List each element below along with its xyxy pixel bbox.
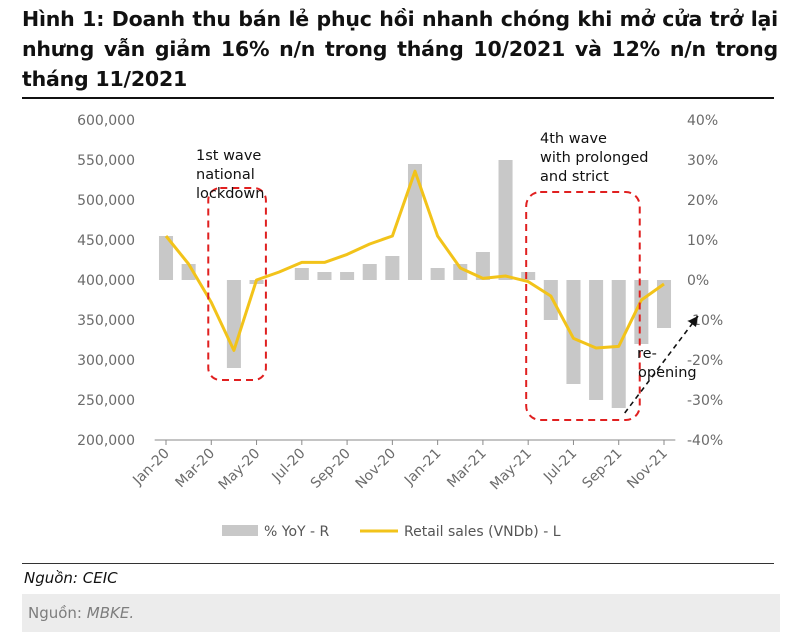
x-tick-label: Jan-21	[401, 446, 444, 489]
reopening-arrow	[624, 315, 699, 414]
fourth-wave-box	[525, 191, 641, 421]
x-tick-label: Nov-20	[353, 446, 400, 493]
x-tick-label: Mar-21	[444, 446, 490, 492]
y-left-tick-label: 350,000	[77, 313, 135, 329]
bar-yoy	[589, 280, 604, 400]
y-left-tick-label: 500,000	[77, 193, 135, 209]
bar-yoy	[656, 280, 672, 328]
y-right-tick-label: 20%	[687, 193, 718, 209]
source-mbke-value: MBKE.	[86, 604, 135, 622]
bar-yoy	[317, 272, 332, 280]
bar-yoy	[158, 236, 174, 280]
source-footer: Nguồn: MBKE.	[22, 594, 780, 632]
annotation-fourth-wave: with prolonged	[540, 150, 649, 166]
y-right-tick-label: -30%	[687, 393, 723, 409]
x-tick-label: May-20	[216, 446, 264, 494]
bar-yoy	[430, 268, 445, 280]
bar-yoy	[521, 272, 536, 280]
x-tick-label: Mar-20	[173, 446, 219, 492]
y-left-tick-label: 600,000	[77, 113, 135, 129]
y-left-tick-label: 300,000	[77, 353, 135, 369]
chart-title: Hình 1: Doanh thu bán lẻ phục hồi nhanh …	[22, 7, 778, 91]
combo-chart: 200,000 250,000 300,000 350,000 400,000 450,0…	[77, 113, 723, 540]
annotation-fourth-wave: and strict	[540, 169, 609, 185]
bar-yoy	[543, 280, 558, 320]
y-right-tick-label: 0%	[687, 273, 709, 289]
y-right-tick-label: -40%	[687, 433, 723, 449]
y-left-tick-label: 450,000	[77, 233, 135, 249]
x-tick-label: Jan-20	[129, 446, 172, 489]
x-tick-label: May-21	[487, 446, 535, 494]
bar-yoy	[566, 280, 581, 384]
y-right-tick-label: -20%	[687, 353, 723, 369]
bar-yoy	[340, 272, 355, 280]
y-left-tick-label: 200,000	[77, 433, 135, 449]
legend-swatch-yoy	[222, 525, 258, 536]
annotation-lockdown: 1st wave	[196, 148, 261, 164]
footer-rule	[22, 563, 774, 564]
lockdown-box	[207, 187, 267, 381]
bar-yoy	[475, 252, 490, 280]
annotation-reopening: re-	[637, 346, 657, 362]
source-ceic: Nguồn: CEIC	[24, 569, 118, 587]
legend-label-retail: Retail sales (VNDb) - L	[404, 524, 561, 540]
bar-yoy	[362, 264, 377, 280]
y-right-tick-label: 30%	[687, 153, 718, 169]
x-tick-label: Jul-21	[540, 446, 580, 486]
title-rule	[22, 97, 774, 99]
y-left-tick-label: 400,000	[77, 273, 135, 289]
y-left-tick-label: 250,000	[77, 393, 135, 409]
annotation-fourth-wave: 4th wave	[540, 131, 607, 147]
bar-yoy	[498, 160, 513, 280]
x-tick-label: Sep-21	[579, 446, 625, 492]
x-tick-label: Jul-20	[269, 446, 309, 486]
bar-yoy	[407, 164, 423, 280]
x-tick-label: Sep-20	[308, 446, 354, 492]
source-mbke-label: Nguồn:	[28, 604, 82, 622]
y-left-tick-label: 550,000	[77, 153, 135, 169]
source-mbke: Nguồn: MBKE.	[28, 604, 134, 622]
bar-yoy	[294, 268, 309, 280]
y-right-tick-label: 10%	[687, 233, 718, 249]
x-tick-label: Nov-21	[624, 446, 671, 493]
bar-yoy	[226, 280, 241, 368]
y-right-tick-label: 40%	[687, 113, 718, 129]
annotation-lockdown: national	[196, 167, 255, 183]
annotation-lockdown: lockdown	[196, 186, 264, 202]
legend-label-yoy: % YoY - R	[264, 524, 330, 540]
reopening-arrowhead	[687, 316, 698, 327]
bar-yoy	[385, 256, 400, 280]
annotation-reopening: opening	[638, 365, 697, 381]
retail-sales-line	[164, 169, 665, 352]
